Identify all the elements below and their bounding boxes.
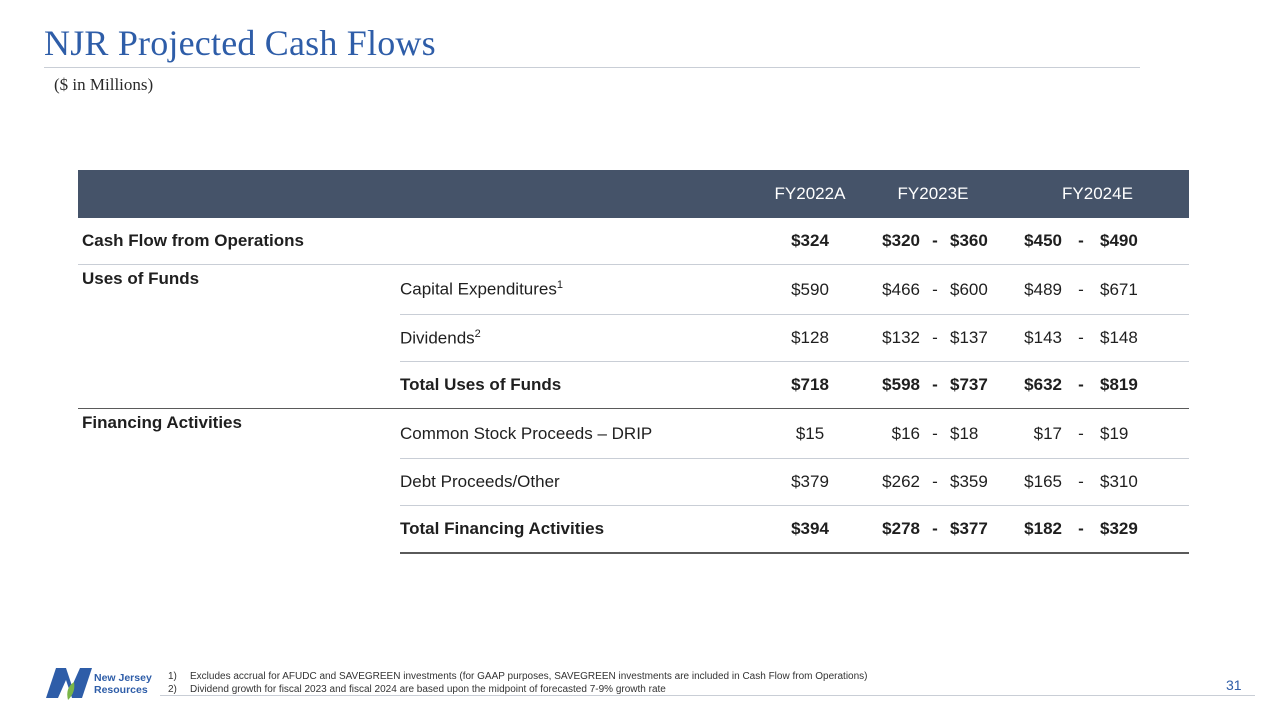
table-row-debt: Debt Proceeds/Other $379 $262 - $359 $16…: [78, 458, 1189, 506]
page-subtitle: ($ in Millions): [54, 75, 154, 94]
col-header-fy2023e: FY2023E: [860, 170, 1006, 218]
page-number: 31: [1226, 677, 1242, 693]
table-header-row: FY2022A FY2023E FY2024E: [78, 170, 1189, 218]
group-label-uses: Uses of Funds: [78, 264, 400, 409]
logo-wordmark: New Jersey Resources: [94, 672, 152, 696]
col-header-fy2022a: FY2022A: [760, 170, 860, 218]
njr-logo-icon: [46, 668, 92, 700]
cash-flow-table: FY2022A FY2023E FY2024E Cash Flow from O…: [78, 170, 1189, 554]
group-label-financing: Financing Activities: [78, 408, 400, 553]
table-row-capex: Uses of Funds Capital Expenditures1 $590…: [78, 264, 1189, 409]
table-row-cash-flow-ops: Cash Flow from Operations $324 $320 - $3…: [82, 231, 1138, 250]
col-header-fy2024e: FY2024E: [1006, 170, 1189, 218]
table-row-drip: Financing Activities Common Stock Procee…: [78, 408, 1189, 553]
footnotes: 1) Excludes accrual for AFUDC and SAVEGRE…: [168, 670, 868, 696]
page-title: NJR Projected Cash Flows: [44, 23, 436, 63]
footnote-2: 2) Dividend growth for fiscal 2023 and fi…: [168, 684, 666, 695]
table-row-dividends: Dividends2 $128 $132 - $137 $143 - $148: [78, 314, 1189, 362]
footnote-1: 1) Excludes accrual for AFUDC and SAVEGRE…: [168, 671, 868, 682]
footer-divider: [160, 695, 1255, 696]
table-row-total-uses: Total Uses of Funds $718 $598 - $737 $63…: [78, 361, 1189, 409]
title-divider: [44, 67, 1140, 68]
table-row-total-financing: Total Financing Activities $394 $278 - $…: [78, 505, 1189, 554]
